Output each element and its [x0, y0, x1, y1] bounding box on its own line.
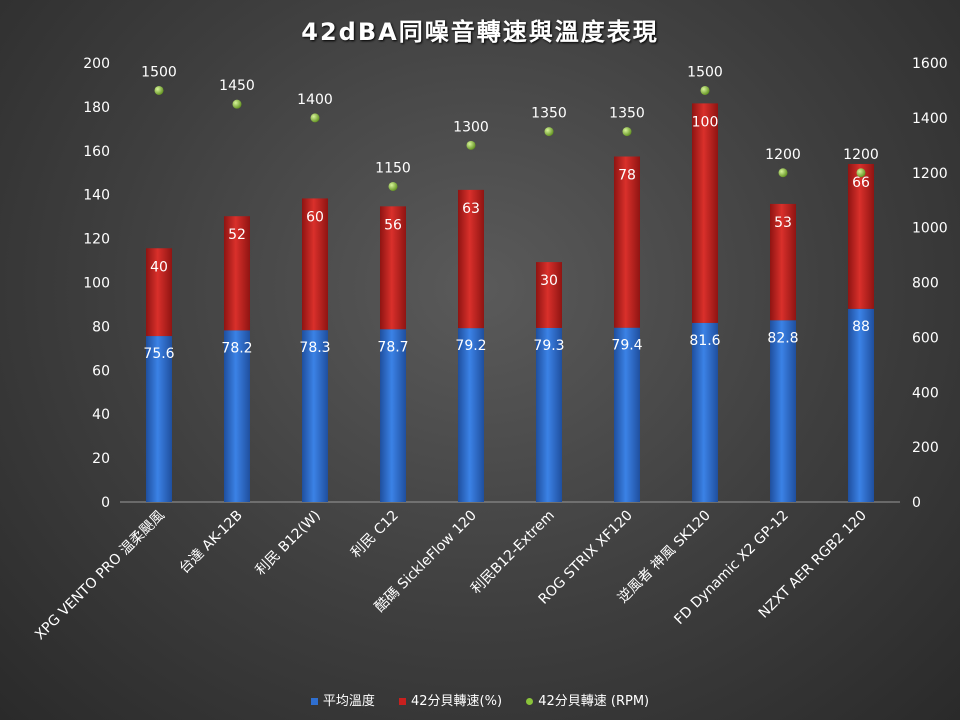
- y2-tick-label: 0: [912, 495, 921, 511]
- y-tick-label: 40: [92, 407, 110, 423]
- bar-temperature: [302, 330, 328, 502]
- data-label-speed-percent: 53: [774, 215, 792, 231]
- data-label-rpm: 1400: [297, 92, 333, 108]
- bar-speed-percent: [224, 216, 250, 331]
- bar-speed-percent: [848, 163, 874, 309]
- chart-legend: 平均溫度 42分貝轉速(%) 42分貝轉速 (RPM): [0, 690, 960, 709]
- rpm-point: [466, 140, 476, 150]
- data-label-temperature: 81.6: [689, 333, 720, 349]
- data-label-rpm: 1300: [453, 119, 489, 135]
- data-label-speed-percent: 78: [618, 168, 636, 184]
- data-label-temperature: 79.3: [533, 338, 564, 354]
- y-tick-label: 160: [83, 144, 110, 160]
- legend-swatch-temperature: [310, 698, 318, 705]
- data-label-speed-percent: 60: [306, 209, 324, 225]
- legend-label-rpm: 42分貝轉速 (RPM): [538, 694, 650, 709]
- data-label-rpm: 1500: [141, 64, 177, 80]
- y-tick-label: 200: [83, 56, 110, 72]
- data-label-speed-percent: 40: [150, 259, 168, 275]
- y-tick-label: 60: [92, 363, 110, 379]
- bar-speed-percent: [458, 189, 484, 329]
- y2-tick-label: 1000: [912, 221, 948, 237]
- data-label-temperature: 82.8: [767, 330, 798, 346]
- x-category-label: 利民 C12: [348, 508, 402, 562]
- bar-temperature: [146, 336, 172, 502]
- bar-temperature: [536, 327, 562, 502]
- y2-tick-label: 1200: [912, 166, 948, 182]
- x-category-label: 利民B12-Extrem: [468, 508, 558, 598]
- bar-temperature: [614, 327, 640, 502]
- y-tick-label: 20: [92, 451, 110, 467]
- data-label-rpm: 1200: [843, 147, 879, 163]
- bar-speed-percent: [692, 103, 718, 323]
- legend-label-speed-percent: 42分貝轉速(%): [411, 694, 503, 709]
- data-label-speed-percent: 100: [692, 114, 719, 130]
- rpm-point: [232, 99, 242, 109]
- rpm-point: [622, 127, 632, 137]
- y2-tick-label: 400: [912, 385, 939, 401]
- y2-tick-label: 1600: [912, 56, 948, 72]
- y-tick-label: 100: [83, 276, 110, 292]
- rpm-point: [544, 127, 554, 137]
- bar-temperature: [224, 330, 250, 502]
- bar-speed-percent: [380, 206, 406, 330]
- y2-tick-label: 600: [912, 330, 939, 346]
- y2-tick-label: 1400: [912, 111, 948, 127]
- y-tick-label: 120: [83, 232, 110, 248]
- rpm-point: [856, 168, 866, 178]
- y-tick-label: 140: [83, 188, 110, 204]
- rpm-point: [388, 181, 398, 191]
- bar-speed-percent: [536, 262, 562, 328]
- data-label-speed-percent: 63: [462, 201, 480, 217]
- data-label-temperature: 78.7: [377, 339, 408, 355]
- y-tick-label: 0: [101, 495, 110, 511]
- data-label-rpm: 1200: [765, 147, 801, 163]
- bar-speed-percent: [146, 248, 172, 337]
- bar-temperature: [848, 308, 874, 502]
- bar-temperature: [692, 322, 718, 502]
- rpm-point: [154, 85, 164, 95]
- rpm-point: [310, 113, 320, 123]
- data-label-rpm: 1150: [375, 160, 411, 176]
- bar-speed-percent: [770, 203, 796, 321]
- x-category-label: 台達 AK-12B: [176, 508, 245, 577]
- legend-item-temperature: 平均溫度: [310, 690, 375, 709]
- data-label-temperature: 78.2: [221, 340, 252, 356]
- data-label-temperature: 88: [852, 319, 870, 335]
- y-tick-label: 180: [83, 100, 110, 116]
- data-label-speed-percent: 56: [384, 217, 402, 233]
- rpm-point: [700, 85, 710, 95]
- x-category-label: 利民 B12(W): [253, 508, 324, 579]
- y2-tick-label: 800: [912, 276, 939, 292]
- bar-temperature: [770, 320, 796, 502]
- chart-title: 42dBA同噪音轉速與溫度表現: [301, 18, 659, 46]
- data-label-temperature: 75.6: [143, 346, 174, 362]
- y-tick-label: 80: [92, 319, 110, 335]
- bar-speed-percent: [302, 198, 328, 331]
- data-label-temperature: 78.3: [299, 340, 330, 356]
- rpm-point: [778, 168, 788, 178]
- bar-temperature: [458, 328, 484, 502]
- legend-label-temperature: 平均溫度: [322, 694, 375, 709]
- legend-swatch-speed-percent: [399, 698, 407, 705]
- data-label-rpm: 1350: [531, 106, 567, 122]
- bar-temperature: [380, 329, 406, 502]
- data-label-speed-percent: 30: [540, 273, 558, 289]
- data-label-temperature: 79.4: [611, 338, 642, 354]
- legend-item-rpm: 42分貝轉速 (RPM): [526, 690, 649, 709]
- data-label-temperature: 79.2: [455, 338, 486, 354]
- x-category-label: XPG VENTO PRO 温柔颶風: [32, 508, 168, 644]
- legend-swatch-rpm: [526, 698, 534, 705]
- data-label-rpm: 1350: [609, 106, 645, 122]
- y2-tick-label: 200: [912, 440, 939, 456]
- legend-item-speed-percent: 42分貝轉速(%): [399, 690, 502, 709]
- data-label-rpm: 1450: [219, 78, 255, 94]
- data-label-speed-percent: 52: [228, 227, 246, 243]
- data-label-rpm: 1500: [687, 64, 723, 80]
- data-label-speed-percent: 66: [852, 175, 870, 191]
- bar-speed-percent: [614, 156, 640, 328]
